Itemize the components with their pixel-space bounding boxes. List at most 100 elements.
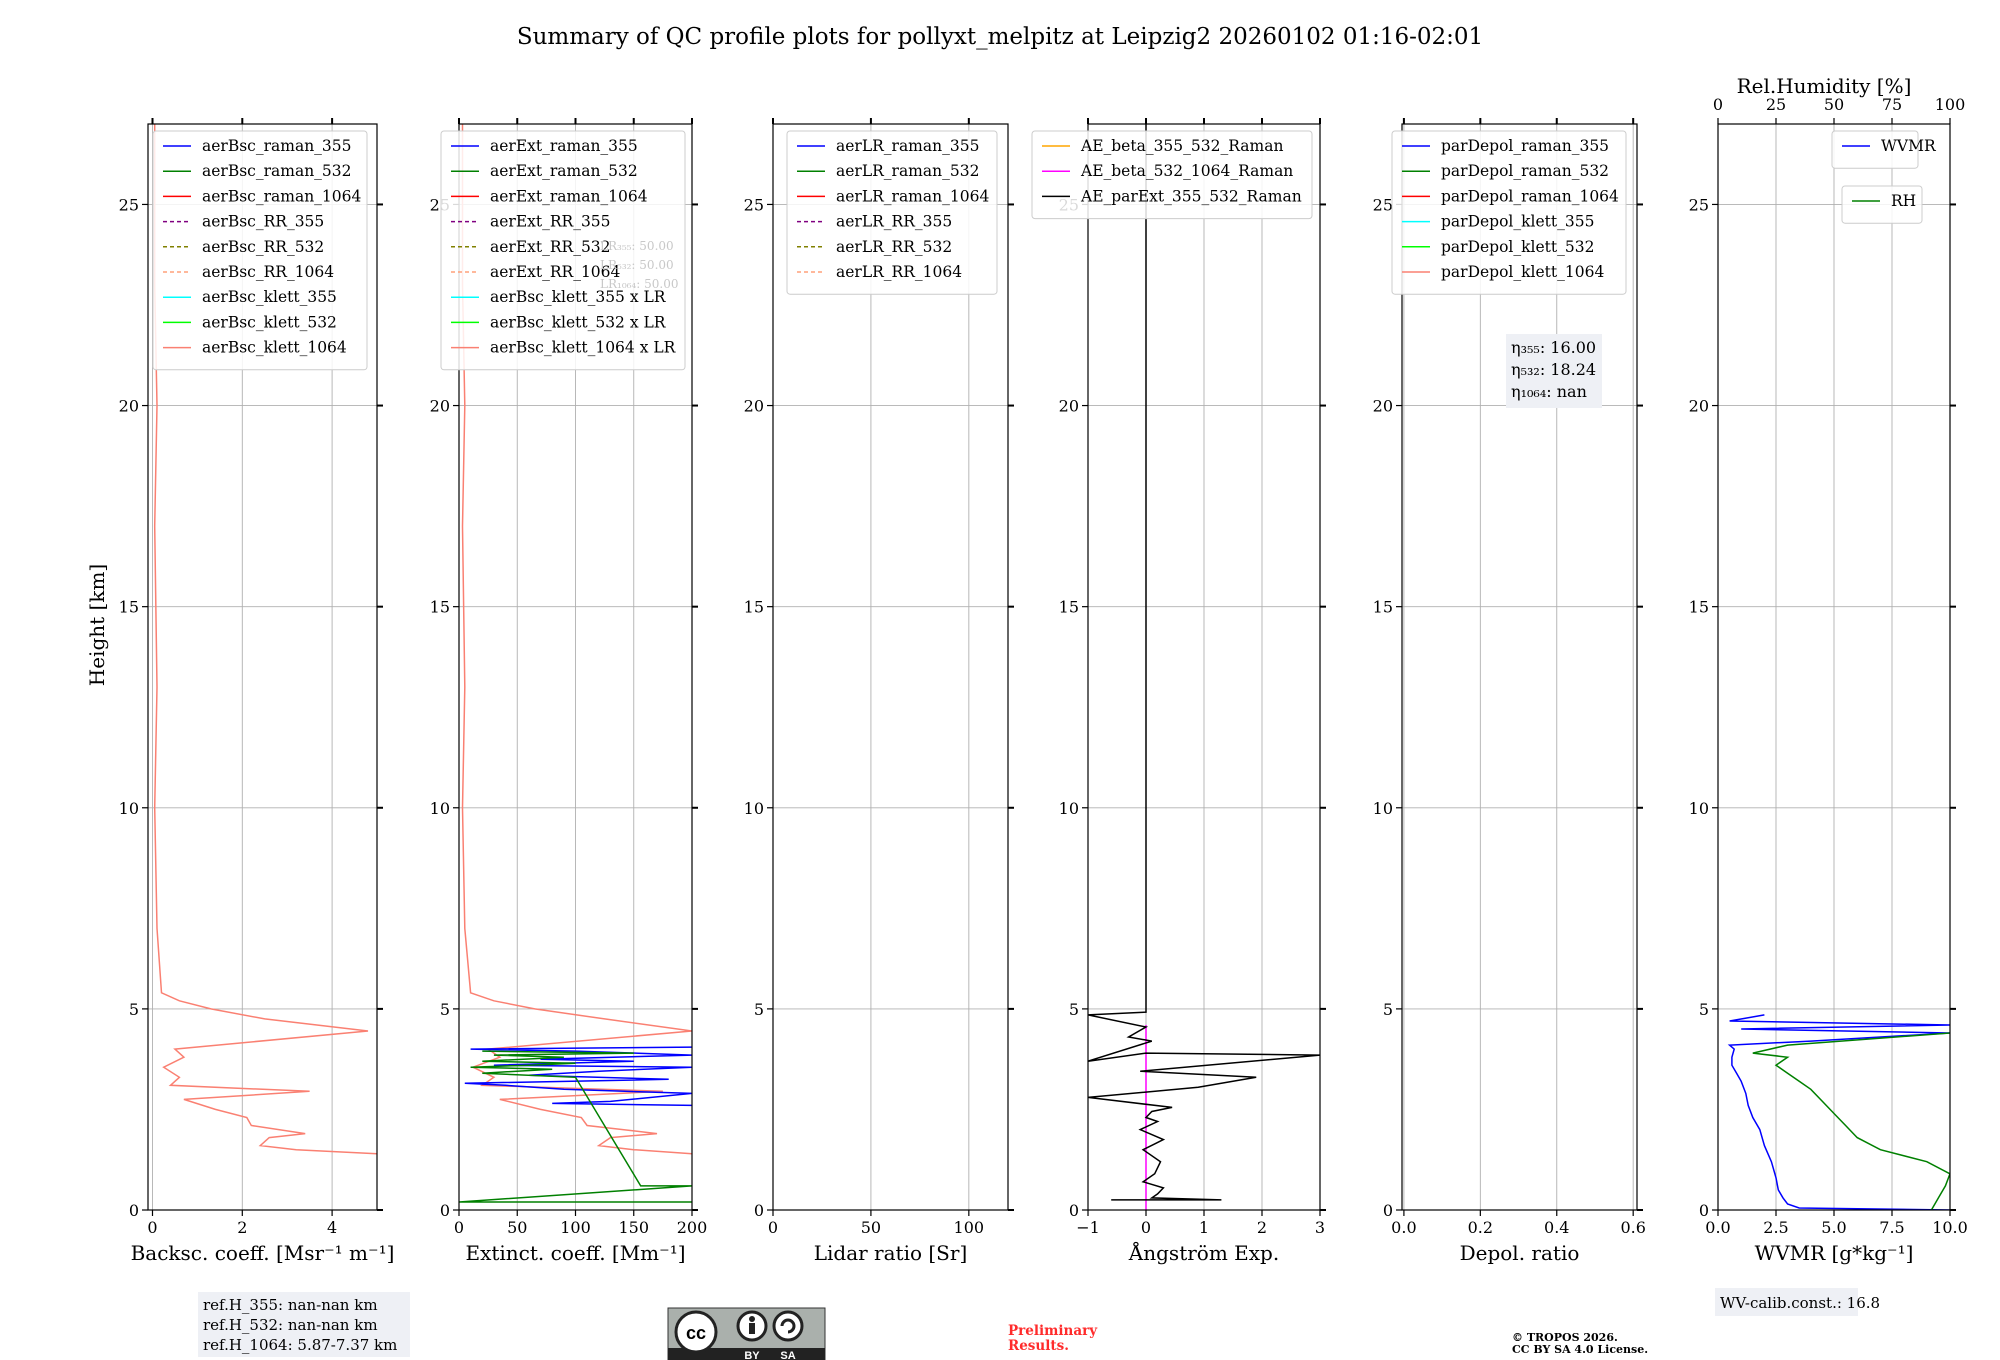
cc-icon xyxy=(674,1310,718,1354)
legend-entry: aerLR_raman_1064 xyxy=(836,187,989,205)
legend-entry: aerBsc_raman_355 xyxy=(202,137,352,155)
share-alike-icon xyxy=(772,1310,804,1342)
x-tick-label: 2.5 xyxy=(1763,1218,1788,1237)
legend-entry: aerExt_RR_532 xyxy=(490,238,611,256)
x-tick-label: 0 xyxy=(1141,1218,1151,1237)
y-tick-label: 5 xyxy=(1069,1000,1079,1019)
y-tick-label: 25 xyxy=(744,195,764,214)
y-tick-label: 20 xyxy=(1373,397,1393,416)
y-tick-label: 10 xyxy=(1373,799,1393,818)
legend-entry: aerExt_RR_355 xyxy=(490,213,611,231)
legend-entry: aerBsc_raman_532 xyxy=(202,162,352,180)
panel-6: 0 5 10 15 20 25 0.0 2.5 5.0 7.5 10.0 0 25 50 75 100 Rel.… xyxy=(1689,74,1968,1316)
series-group xyxy=(1088,124,1320,1210)
legend: AE_beta_355_532_Raman AE_beta_532_1064_Ra… xyxy=(1031,130,1313,220)
x-tick-label: 0 xyxy=(768,1218,778,1237)
y-tick-label: 20 xyxy=(1689,397,1709,416)
x-tick-label: 10.0 xyxy=(1932,1218,1968,1237)
legend-entry: aerLR_raman_355 xyxy=(836,137,979,155)
top-x-axis-label: Rel.Humidity [%] xyxy=(1737,74,1912,98)
x-tick-label: 100 xyxy=(954,1218,985,1237)
legend-box xyxy=(786,130,998,295)
x-tick-label: 150 xyxy=(618,1218,649,1237)
wv-calib-note: WV-calib.const.: 16.8 xyxy=(1720,1294,1880,1312)
legend-box xyxy=(152,130,368,371)
y-tick-label: 0 xyxy=(129,1201,139,1220)
results-label: Results. xyxy=(1008,1338,1069,1354)
x-tick-label: 5.0 xyxy=(1821,1218,1846,1237)
legend: WVMR xyxy=(1831,130,1937,169)
legend-box xyxy=(1031,130,1313,220)
x-tick-label: 7.5 xyxy=(1879,1218,1904,1237)
y-tick-label: 15 xyxy=(119,598,139,617)
x-tick-label: 0 xyxy=(147,1218,157,1237)
x-tick-label: 3 xyxy=(1315,1218,1325,1237)
y-tick-label: 5 xyxy=(440,1000,450,1019)
x-tick-label: 0.4 xyxy=(1544,1218,1569,1237)
legend-entry: aerLR_RR_355 xyxy=(836,213,952,231)
panel-1: 0 5 10 15 20 25 0 2 4 Backsc. coeff. [Msr⁻¹ m⁻¹] a… xyxy=(119,118,410,1357)
x-tick-label: 50 xyxy=(861,1218,881,1237)
svg-text:cc: cc xyxy=(686,1323,706,1343)
eta-value: η₁₀₆₄: nan xyxy=(1511,382,1587,401)
series-RH xyxy=(1752,1032,1950,1210)
cc-sa-label: SA xyxy=(780,1350,795,1360)
y-tick-label: 20 xyxy=(119,397,139,416)
legend-entry: aerExt_raman_1064 xyxy=(490,187,648,205)
y-tick-label: 25 xyxy=(1373,195,1393,214)
series-WVMR xyxy=(1727,1014,1950,1210)
legend-entry: aerExt_raman_355 xyxy=(490,137,638,155)
x-tick-label: 2 xyxy=(237,1218,247,1237)
legend-entry: aerLR_RR_1064 xyxy=(836,263,962,281)
legend: aerBsc_raman_355 aerBsc_raman_532 aerBsc_r… xyxy=(152,130,368,371)
legend-entry: parDepol_klett_1064 xyxy=(1441,263,1604,281)
eta-info-box xyxy=(1506,334,1602,408)
series-aerExt_raman_532 xyxy=(459,1050,692,1203)
top-x-tick-label: 50 xyxy=(1824,95,1844,114)
y-tick-label: 20 xyxy=(430,397,450,416)
y-tick-label: 0 xyxy=(440,1201,450,1220)
figure-title: Summary of QC profile plots for pollyxt_… xyxy=(517,24,1483,50)
legend-entry: aerLR_raman_532 xyxy=(836,162,979,180)
panel-5: 0 5 10 15 20 25 0.0 0.2 0.4 0.6 Depol. ratio parDep… xyxy=(1373,118,1646,1265)
y-tick-label: 20 xyxy=(744,397,764,416)
series-AE_parExt_355_532_Raman xyxy=(1088,124,1320,1201)
legend: aerLR_raman_355 aerLR_raman_532 aerLR_rama… xyxy=(786,130,998,295)
legend-entry: parDepol_raman_532 xyxy=(1441,162,1609,180)
lidar-ratio-note: LR₃₅₅: 50.00 xyxy=(600,239,674,253)
legend-entry: parDepol_klett_355 xyxy=(1441,213,1594,231)
legend-entry: aerBsc_klett_355 x LR xyxy=(490,288,667,306)
ref-height-note: ref.H_355: nan-nan km xyxy=(203,1296,378,1314)
legend-entry: aerBsc_klett_1064 x LR xyxy=(490,339,677,357)
legend-entry: aerExt_raman_532 xyxy=(490,162,638,180)
y-tick-label: 5 xyxy=(129,1000,139,1019)
preliminary-label: Preliminary xyxy=(1008,1323,1098,1339)
lidar-ratio-note: LR₅₃₂: 50.00 xyxy=(600,258,674,272)
y-tick-label: 15 xyxy=(744,598,764,617)
legend-box xyxy=(440,130,686,371)
legend-entry: parDepol_raman_1064 xyxy=(1441,187,1619,205)
ref-height-note: ref.H_1064: 5.87-7.37 km xyxy=(203,1336,397,1354)
legend-entry: WVMR xyxy=(1881,137,1937,155)
y-tick-label: 15 xyxy=(1373,598,1393,617)
legend-box xyxy=(1391,130,1627,295)
series-group xyxy=(459,124,692,1203)
x-tick-label: −1 xyxy=(1076,1218,1100,1237)
x-tick-label: 0.0 xyxy=(1705,1218,1730,1237)
copyright-line-1: © TROPOS 2026. xyxy=(1512,1331,1618,1344)
legend: parDepol_raman_355 parDepol_raman_532 parD… xyxy=(1391,130,1627,295)
legend-entry: parDepol_raman_355 xyxy=(1441,137,1609,155)
y-tick-label: 10 xyxy=(744,799,764,818)
cc-license-badge: cc BY SA xyxy=(667,1307,826,1360)
legend-entry: AE_beta_355_532_Raman xyxy=(1080,137,1283,155)
legend-entry: aerExt_RR_1064 xyxy=(490,263,621,281)
y-tick-label: 15 xyxy=(1059,598,1079,617)
legend: aerExt_raman_355 aerExt_raman_532 aerExt_r… xyxy=(440,130,686,371)
legend-entry: aerBsc_RR_355 xyxy=(202,213,324,231)
series-aerBsc_klett_1064 xyxy=(153,124,377,1155)
x-axis-label: Backsc. coeff. [Msr⁻¹ m⁻¹] xyxy=(131,1241,395,1265)
y-tick-label: 0 xyxy=(1699,1201,1709,1220)
